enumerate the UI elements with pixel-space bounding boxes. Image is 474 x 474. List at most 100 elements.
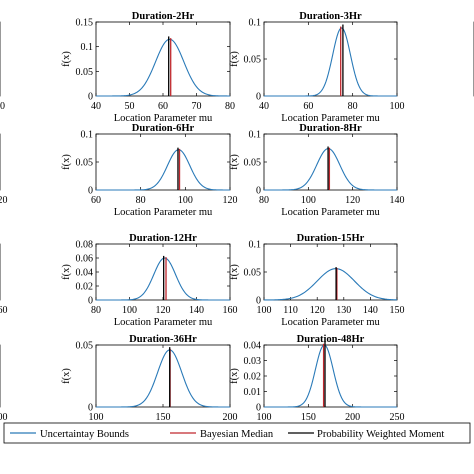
x-tick-label: 130 (336, 305, 351, 316)
legend-pwm-label: Probability Weighted Moment (317, 429, 444, 440)
y-axis-label: f(x) (229, 368, 240, 384)
uncertainty-bounds-curve (96, 149, 230, 191)
subplot-8: 100 110 120 130 140 150 0 0.05 0.1 Duration-15Hr L… (229, 233, 405, 328)
y-tick-label: 0.05 (244, 158, 262, 169)
x-tick-label: 100 (122, 305, 137, 316)
subplot-3: 120 (0, 133, 8, 206)
uncertainty-bounds-curve (264, 344, 397, 408)
x-tick-label: 150 (156, 412, 171, 423)
x-tick-label: 140 (390, 195, 405, 206)
y-axis-label: f(x) (61, 51, 72, 67)
y-tick-label: 0.05 (244, 55, 262, 66)
x-tick-label: 60 (0, 101, 5, 112)
y-axis-label: f(x) (229, 154, 240, 170)
x-tick-label: 40 (259, 101, 269, 112)
y-axis-label: f(x) (61, 264, 72, 280)
subplot-frame (263, 344, 398, 408)
x-axis-label: Location Parameter mu (281, 113, 380, 124)
y-tick-label: 0.02 (76, 282, 94, 293)
y-tick-label: 0 (88, 296, 93, 307)
x-tick-label: 100 (390, 101, 405, 112)
uncertainty-bounds-curve (264, 27, 397, 97)
x-axis-label: Location Parameter mu (114, 317, 213, 328)
x-tick-label: 80 (91, 305, 101, 316)
x-tick-label: 80 (259, 195, 269, 206)
x-tick-label: 120 (0, 195, 8, 206)
x-tick-label: 140 (363, 305, 378, 316)
x-tick-label: 120 (310, 305, 325, 316)
x-tick-label: 60 (158, 101, 168, 112)
x-tick-label: 60 (91, 195, 101, 206)
subplot-title: Duration-2Hr (132, 11, 195, 22)
y-tick-label: 0 (256, 296, 261, 307)
uncertainty-bounds-curve (264, 148, 397, 191)
y-tick-label: 0 (88, 403, 93, 414)
y-tick-label: 0 (88, 92, 93, 103)
legend-bounds-label: Uncertaintay Bounds (40, 429, 129, 440)
x-tick-label: 100 (301, 195, 316, 206)
subplot-frame (95, 243, 231, 301)
x-tick-label: 120 (223, 195, 238, 206)
subplot-title: Duration-3Hr (299, 11, 362, 22)
x-tick-label: 70 (192, 101, 202, 112)
x-axis-label: Location Parameter mu (114, 207, 213, 218)
x-tick-label: 150 (390, 305, 405, 316)
subplot-title: Duration-15Hr (297, 233, 365, 244)
y-axis-label: f(x) (61, 368, 72, 384)
legend: Uncertaintay Bounds Bayesian Median Probab… (3, 422, 471, 444)
y-tick-label: 0.05 (244, 268, 262, 279)
x-tick-label: 100 (89, 412, 104, 423)
subplot-1: 40 50 60 70 80 0 0.05 0.1 0.15 Duration-2Hr Locati… (61, 11, 235, 124)
y-tick-label: 0.1 (249, 130, 262, 141)
subplot-2: 40 60 80 100 0 0.05 0.1 Duration-3Hr Location Pa… (229, 11, 405, 124)
x-tick-label: 250 (390, 412, 405, 423)
subplot-title: Duration-36Hr (129, 334, 197, 345)
subplot-0: 60 (0, 21, 5, 112)
x-tick-label: 120 (156, 305, 171, 316)
uncertainty-bounds-curve (96, 38, 230, 97)
y-tick-label: 0.08 (76, 240, 94, 251)
subplot-title: Duration-12Hr (129, 233, 197, 244)
uncertainty-bounds-curve (96, 257, 230, 301)
subplot-frame (263, 21, 398, 97)
x-tick-label: 100 (178, 195, 193, 206)
y-tick-label: 0.03 (244, 356, 262, 367)
subplot-frame (95, 344, 231, 408)
subplot-title: Duration-6Hr (132, 123, 195, 134)
y-tick-label: 0 (256, 92, 261, 103)
y-tick-label: 0.01 (244, 387, 262, 398)
x-tick-label: 50 (125, 101, 135, 112)
subplot-frame (263, 133, 398, 191)
x-tick-label: 60 (303, 101, 313, 112)
subplot-5: 80 100 120 140 0 0.05 0.1 Duration-8Hr Location … (229, 123, 405, 218)
y-tick-label: 0.05 (76, 158, 94, 169)
y-tick-label: 0 (88, 186, 93, 197)
y-tick-label: 0.02 (244, 372, 262, 383)
x-tick-label: 160 (223, 305, 238, 316)
y-tick-label: 0.1 (249, 240, 262, 251)
x-tick-label: 120 (345, 195, 360, 206)
x-tick-label: 110 (283, 305, 298, 316)
y-tick-label: 0.1 (81, 130, 94, 141)
x-tick-label: 200 (345, 412, 360, 423)
y-tick-label: 0.1 (81, 42, 94, 53)
x-axis-label: Location Parameter mu (281, 317, 380, 328)
x-tick-label: 200 (0, 412, 8, 423)
subplot-11: 100 150 200 250 0 0.01 0.02 0.03 0.04 Duration-48… (229, 334, 405, 435)
x-tick-label: 200 (223, 412, 238, 423)
y-axis-label: f(x) (229, 51, 240, 67)
x-axis-label: Location Parameter mu (114, 113, 213, 124)
y-tick-label: 0.05 (76, 67, 94, 78)
y-tick-label: 0 (256, 403, 261, 414)
subplot-4: 60 80 100 120 0 0.05 0.1 Duration-6Hr Location P… (61, 123, 238, 218)
uncertainty-bounds-curve (96, 349, 230, 408)
x-tick-label: 80 (225, 101, 235, 112)
x-tick-label: 80 (348, 101, 358, 112)
x-axis-label: Location Parameter mu (281, 207, 380, 218)
y-tick-label: 0.04 (76, 268, 94, 279)
subplot-frame (95, 133, 231, 191)
subplot-title: Duration-8Hr (299, 123, 362, 134)
x-tick-label: 80 (136, 195, 146, 206)
